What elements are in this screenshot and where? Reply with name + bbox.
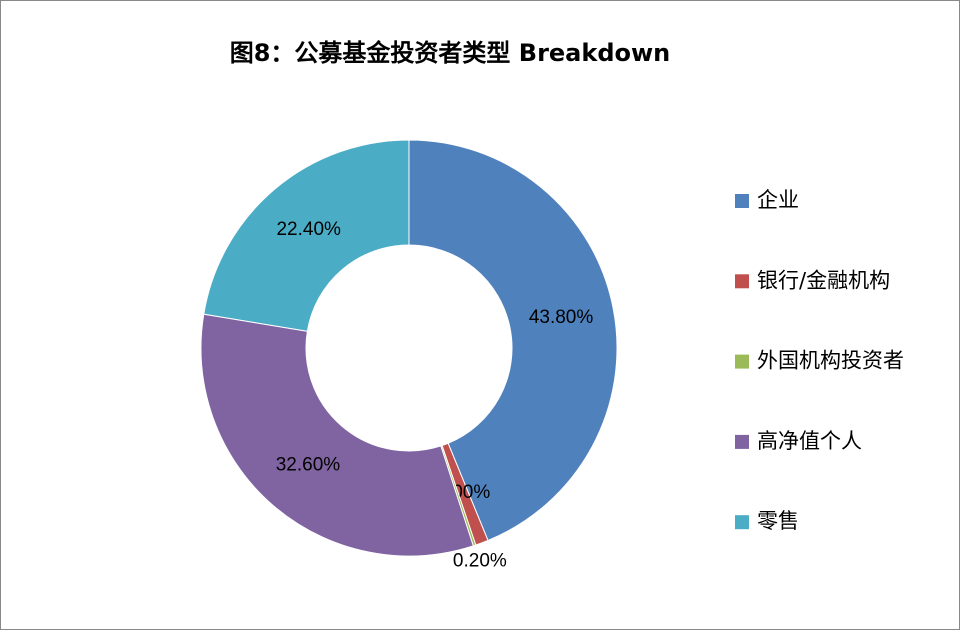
legend-swatch [735,194,749,208]
legend-label: 企业 [757,188,799,212]
legend-swatch [735,354,749,369]
data-label: 43.80% [529,307,594,328]
donut-slice [200,313,474,557]
chart-title: 图8：公募基金投资者类型 Breakdown [230,39,671,67]
legend-label: 外国机构投资者 [757,349,904,373]
data-label: 0.20% [453,551,507,572]
donut-slice [203,139,410,332]
data-label: 32.60% [276,455,341,476]
data-label: 22.40% [276,219,341,240]
legend-label: 零售 [757,509,799,533]
legend-swatch [735,274,749,289]
legend-swatch [735,434,749,449]
donut-slice [408,139,618,542]
legend-label: 银行/金融机构 [757,268,890,292]
legend-label: 高净值个人 [757,429,862,453]
legend-swatch [735,515,749,530]
